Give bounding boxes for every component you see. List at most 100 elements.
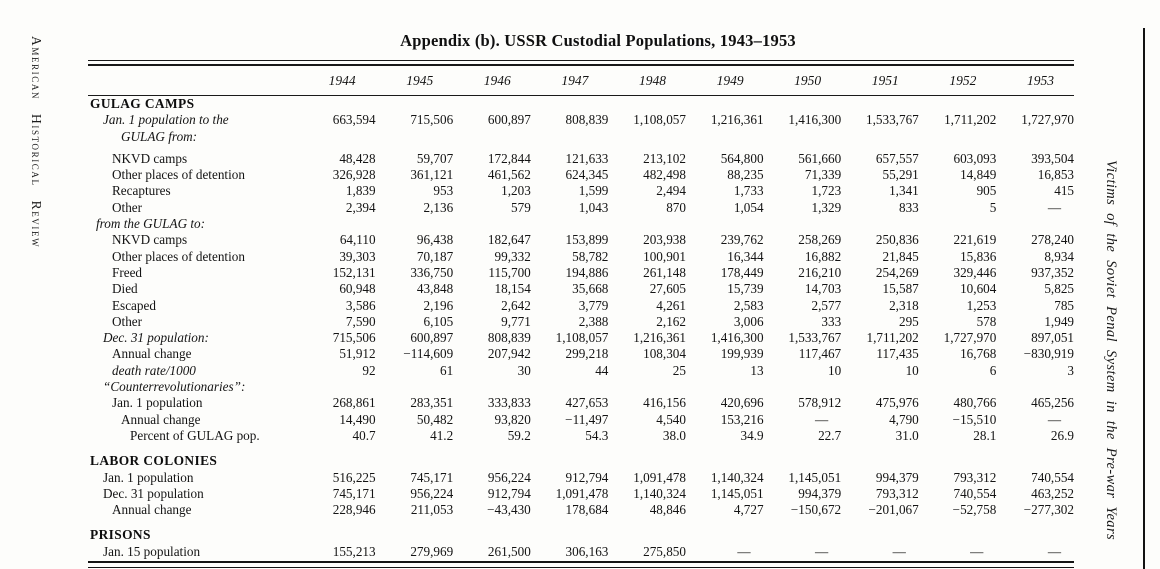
value-cell: 35,668 (572, 281, 609, 297)
value-cell: 199,939 (720, 346, 764, 362)
table-row: Other 2,394 2,136 579 1,043 870 1,054 1,329 833 5… (88, 200, 1074, 216)
row-label: Dec. 31 population: (103, 330, 209, 346)
empty-cell (608, 518, 686, 543)
value-cell: 261,148 (643, 264, 686, 280)
value-cell: 740,554 (1031, 469, 1074, 485)
empty-cell (841, 129, 919, 145)
value-cell: 27,605 (649, 281, 686, 297)
value-cell: 2,583 (733, 297, 764, 313)
value-cell: 15,587 (882, 281, 919, 297)
value-cell: −11,497 (565, 411, 609, 427)
value-cell: 71,339 (804, 167, 842, 183)
year-header: 1948 (608, 66, 686, 96)
value-cell: 14,849 (960, 167, 997, 183)
value-cell: 715,506 (332, 330, 376, 346)
empty-cell (841, 518, 919, 543)
value-cell: 178,449 (720, 264, 764, 280)
value-cell: 1,108,057 (633, 112, 686, 128)
empty-cell (764, 444, 842, 469)
value-cell: 16,853 (1037, 167, 1074, 183)
empty-cell (919, 518, 997, 543)
empty-cell (298, 444, 376, 469)
value-cell: 70,187 (416, 248, 454, 264)
value-cell: 26.9 (1050, 427, 1074, 443)
value-cell: 427,653 (565, 395, 609, 411)
year-header-row: 1944 1945 1946 1947 1948 1949 1950 1951 1952 1953 (88, 66, 1074, 96)
empty-cell (841, 216, 919, 232)
value-cell: 2,136 (423, 199, 454, 215)
table-row: Percent of GULAG pop. 40.7 41.2 59.2 54.3 38.… (88, 428, 1074, 444)
value-cell: 31.0 (895, 427, 919, 443)
value-cell: 956,224 (410, 485, 454, 501)
value-cell: 600,897 (487, 112, 531, 128)
table-row: LABOR COLONIES (88, 444, 1074, 469)
value-cell: 299,218 (565, 346, 609, 362)
empty-cell (608, 96, 686, 113)
value-cell: 2,642 (501, 297, 531, 313)
value-cell: 912,794 (487, 485, 531, 501)
value-cell: 2,162 (656, 313, 686, 329)
value-cell: 1,711,202 (866, 330, 919, 346)
value-cell: 216,210 (798, 264, 842, 280)
row-label: LABOR COLONIES (90, 453, 218, 469)
table-row: Annual change 51,912 −114,609 207,942 299,21… (88, 346, 1074, 362)
table-row: Jan. 1 population 268,861 283,351 333,833 42… (88, 395, 1074, 411)
value-cell: 153,216 (720, 411, 764, 427)
value-cell: 994,379 (798, 485, 842, 501)
value-cell: 9,771 (501, 313, 531, 329)
value-cell: 55,291 (882, 167, 919, 183)
value-cell: 213,102 (643, 150, 686, 166)
value-cell: — (1047, 199, 1061, 215)
value-cell: 956,224 (487, 469, 531, 485)
value-cell: 4,790 (889, 411, 919, 427)
value-cell: 16,882 (804, 248, 842, 264)
empty-cell (841, 444, 919, 469)
value-cell: −15,510 (952, 411, 997, 427)
value-cell: 4,727 (733, 502, 764, 518)
value-cell: 1,533,767 (866, 112, 919, 128)
value-cell: 117,467 (798, 346, 842, 362)
value-cell: 10 (827, 362, 842, 378)
empty-cell (531, 216, 609, 232)
value-cell: 211,053 (410, 502, 454, 518)
value-cell: 1,145,051 (788, 469, 842, 485)
value-cell: 561,660 (798, 150, 842, 166)
value-cell: 60,948 (339, 281, 376, 297)
value-cell: 258,269 (798, 232, 842, 248)
value-cell: 1,329 (811, 199, 842, 215)
table-row: Dec. 31 population: 715,506 600,897 808,839… (88, 330, 1074, 346)
value-cell: 96,438 (416, 232, 454, 248)
value-cell: 48,846 (649, 502, 686, 518)
value-cell: — (737, 543, 751, 559)
value-cell: 59.2 (507, 427, 531, 443)
row-label: Other (112, 199, 143, 215)
value-cell: 51,912 (339, 346, 376, 362)
value-cell: 117,435 (876, 346, 919, 362)
value-cell: 34.9 (740, 427, 764, 443)
value-cell: 2,388 (578, 313, 609, 329)
table-row: Jan. 1 population 516,225 745,171 956,224 91… (88, 470, 1074, 486)
empty-cell (453, 379, 531, 395)
value-cell: 6,105 (423, 313, 454, 329)
row-label: Died (112, 281, 138, 297)
value-cell: 912,794 (565, 469, 609, 485)
row-label: Jan. 1 population (112, 395, 203, 411)
value-cell: 43,848 (416, 281, 454, 297)
value-cell: 54.3 (585, 427, 609, 443)
empty-cell (453, 96, 531, 113)
value-cell: 1,216,361 (710, 112, 764, 128)
value-cell: — (814, 411, 829, 427)
value-cell: 5 (989, 199, 997, 215)
value-cell: 578 (976, 313, 997, 329)
value-cell: 30 (517, 362, 531, 378)
value-cell: 99,332 (494, 248, 531, 264)
value-cell: 108,304 (643, 346, 686, 362)
empty-cell (376, 379, 454, 395)
value-cell: 153,899 (565, 232, 609, 248)
table-row: NKVD camps 64,110 96,438 182,647 153,899 203,… (88, 232, 1074, 248)
empty-cell (376, 129, 454, 145)
value-cell: 25 (672, 362, 686, 378)
value-cell: 833 (898, 199, 919, 215)
empty-cell (996, 216, 1074, 232)
empty-cell (531, 96, 609, 113)
